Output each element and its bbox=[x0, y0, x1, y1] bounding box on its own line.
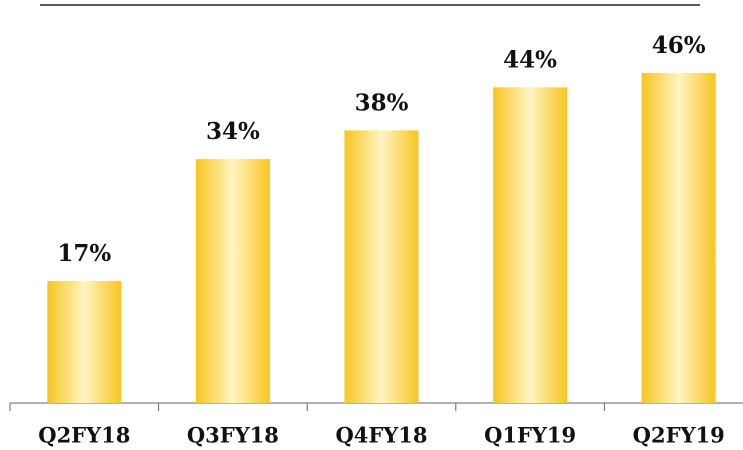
bar bbox=[195, 159, 270, 403]
x-tick-label: Q4FY18 bbox=[335, 423, 427, 448]
x-tick-label: Q2FY18 bbox=[38, 423, 130, 448]
value-label: 46% bbox=[652, 32, 706, 59]
x-tick-label: Q2FY19 bbox=[633, 423, 725, 448]
value-label: 17% bbox=[57, 240, 111, 267]
x-tick-label: Q1FY19 bbox=[484, 423, 576, 448]
bar bbox=[47, 281, 122, 403]
bar bbox=[493, 87, 568, 403]
x-tick-label: Q3FY18 bbox=[187, 423, 279, 448]
bar bbox=[344, 130, 419, 404]
value-label: 38% bbox=[355, 89, 409, 116]
value-label: 34% bbox=[206, 118, 260, 145]
value-label: 44% bbox=[503, 46, 557, 73]
bar bbox=[641, 73, 716, 403]
